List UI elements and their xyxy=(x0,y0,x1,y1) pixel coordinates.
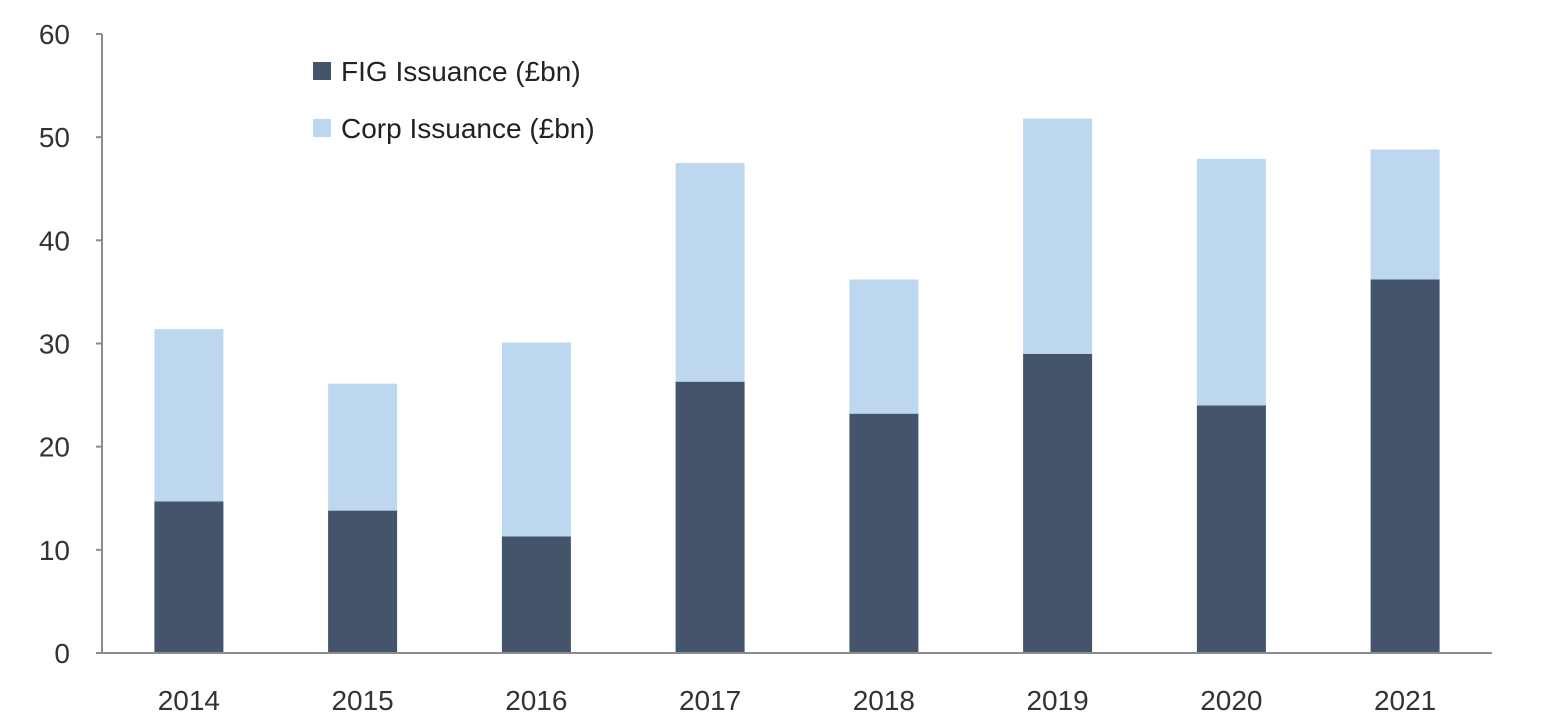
bar-fig-2021 xyxy=(1370,279,1440,653)
x-tick-label: 2020 xyxy=(1200,685,1262,716)
bars-layer xyxy=(154,118,1440,653)
x-tick-label: 2018 xyxy=(853,685,915,716)
legend-swatch-fig xyxy=(313,62,331,80)
bar-fig-2017 xyxy=(675,381,745,653)
x-tick-label: 2015 xyxy=(331,685,393,716)
legend-swatch-corp xyxy=(313,119,331,137)
bar-corp-2018 xyxy=(849,279,919,414)
bar-fig-2016 xyxy=(501,536,571,653)
bar-fig-2018 xyxy=(849,413,919,653)
bar-corp-2020 xyxy=(1196,158,1266,406)
bar-corp-2015 xyxy=(328,383,398,511)
x-tick-labels: 2014 2015 2016 2017 2018 2019 2020 2021 xyxy=(158,685,1437,716)
x-tick-label: 2021 xyxy=(1374,685,1436,716)
axes-layer xyxy=(101,34,1492,654)
y-tick-label: 10 xyxy=(39,535,70,566)
y-tick-label: 60 xyxy=(39,19,70,50)
bar-fig-2019 xyxy=(1023,353,1093,653)
x-tick-label: 2017 xyxy=(679,685,741,716)
y-tick-label: 50 xyxy=(39,122,70,153)
x-tick-label: 2014 xyxy=(158,685,220,716)
y-tick-label: 20 xyxy=(39,432,70,463)
bar-fig-2020 xyxy=(1196,405,1266,653)
y-tick-label: 30 xyxy=(39,329,70,360)
bar-corp-2016 xyxy=(501,342,571,537)
bar-fig-2014 xyxy=(154,501,224,653)
x-tick-label: 2019 xyxy=(1026,685,1088,716)
bar-corp-2014 xyxy=(154,329,224,502)
bar-fig-2015 xyxy=(328,510,398,653)
bar-corp-2019 xyxy=(1023,118,1093,354)
legend-label-corp: Corp Issuance (£bn) xyxy=(341,113,595,144)
legend-label-fig: FIG Issuance (£bn) xyxy=(341,56,581,87)
y-tick-label: 40 xyxy=(39,225,70,256)
legend: FIG Issuance (£bn) Corp Issuance (£bn) xyxy=(313,56,595,144)
y-tick-labels: 0 10 20 30 40 50 60 xyxy=(39,19,102,669)
bar-corp-2021 xyxy=(1370,149,1440,280)
x-tick-label: 2016 xyxy=(505,685,567,716)
bar-corp-2017 xyxy=(675,163,745,382)
y-tick-label: 0 xyxy=(54,638,70,669)
